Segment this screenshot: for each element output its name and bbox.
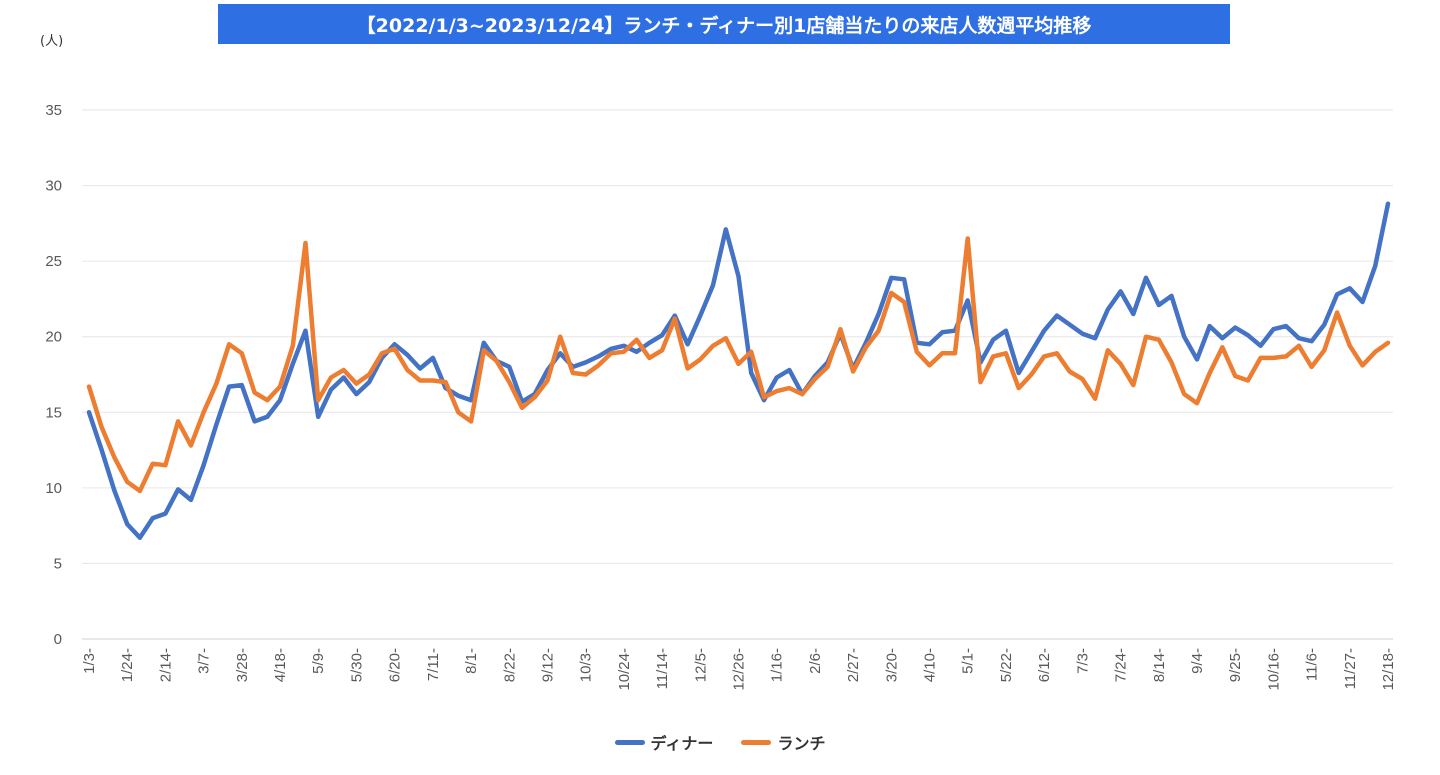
x-tick-label: 7/11- <box>425 648 442 681</box>
x-tick-label: 4/10- <box>922 648 939 682</box>
x-tick-label: 5/22- <box>998 648 1015 682</box>
x-tick-label: 7/24- <box>1113 648 1130 682</box>
x-tick-label: 6/20- <box>387 648 404 682</box>
legend: ディナー ランチ <box>0 730 1440 754</box>
x-tick-label: 10/3- <box>578 648 595 682</box>
y-tick-label: 20 <box>45 329 62 346</box>
x-tick-label: 1/24- <box>119 648 136 682</box>
y-tick-label: 25 <box>45 253 62 270</box>
y-axis-ticks: 0 5 10 15 20 25 30 35 <box>45 102 62 648</box>
x-tick-label: 8/14- <box>1151 648 1168 682</box>
x-tick-label: 1/16- <box>769 648 786 682</box>
x-tick-label: 9/4- <box>1189 648 1206 674</box>
x-tick-label: 12/26- <box>731 648 748 691</box>
y-axis-unit-label: (人) <box>40 34 64 49</box>
y-tick-label: 15 <box>45 404 62 421</box>
x-tick-label: 11/14- <box>654 648 671 689</box>
x-tick-label: 5/9- <box>310 648 327 674</box>
x-tick-label: 10/24- <box>616 648 633 691</box>
x-tick-label: 3/28- <box>234 648 251 682</box>
x-tick-label: 2/6- <box>807 648 824 674</box>
x-axis-ticks: 1/3- 1/24- 2/14- 3/7- 3/28- 4/18- 5/9- 5/30- 6/2… <box>81 648 1397 691</box>
x-tick-label: 3/7- <box>196 648 213 674</box>
legend-item-dinner: ディナー <box>614 730 714 754</box>
x-tick-label: 4/18- <box>272 648 289 682</box>
x-tick-label: 9/25- <box>1227 648 1244 682</box>
series-lines <box>86 201 1391 540</box>
legend-item-lunch: ランチ <box>741 730 825 754</box>
x-tick-label: 12/18- <box>1380 648 1397 691</box>
x-tick-label: 11/27- <box>1342 648 1359 689</box>
x-tick-label: 11/6- <box>1304 648 1321 681</box>
legend-swatch-lunch <box>741 739 772 745</box>
y-tick-label: 30 <box>45 178 62 195</box>
x-tick-label: 2/14- <box>157 648 174 682</box>
x-tick-label: 8/22- <box>501 648 518 682</box>
legend-swatch-dinner <box>614 739 645 745</box>
x-tick-label: 12/5- <box>692 648 709 682</box>
legend-label-lunch: ランチ <box>777 734 826 753</box>
y-tick-label: 5 <box>54 555 62 572</box>
gridlines <box>82 109 1393 640</box>
x-tick-label: 10/16- <box>1265 648 1282 691</box>
series-line-lunch <box>86 236 1391 494</box>
y-tick-label: 0 <box>54 631 62 648</box>
x-tick-label: 6/12- <box>1036 648 1053 682</box>
chart-title: 【2022/1/3~2023/12/24】ランチ・ディナー別1店舗当たりの来店人… <box>218 4 1230 44</box>
x-tick-label: 5/1- <box>960 648 977 674</box>
x-tick-label: 2/27- <box>845 648 862 682</box>
x-tick-label: 5/30- <box>348 648 365 682</box>
x-tick-label: 3/20- <box>883 648 900 682</box>
y-tick-label: 10 <box>45 480 62 497</box>
x-tick-label: 8/1- <box>463 648 480 674</box>
x-tick-label: 1/3- <box>81 648 98 674</box>
y-tick-label: 35 <box>45 102 62 119</box>
legend-label-dinner: ディナー <box>650 734 714 753</box>
x-tick-label: 7/3- <box>1074 648 1091 674</box>
series-line-dinner <box>86 201 1391 540</box>
x-tick-label: 9/12- <box>539 648 556 682</box>
